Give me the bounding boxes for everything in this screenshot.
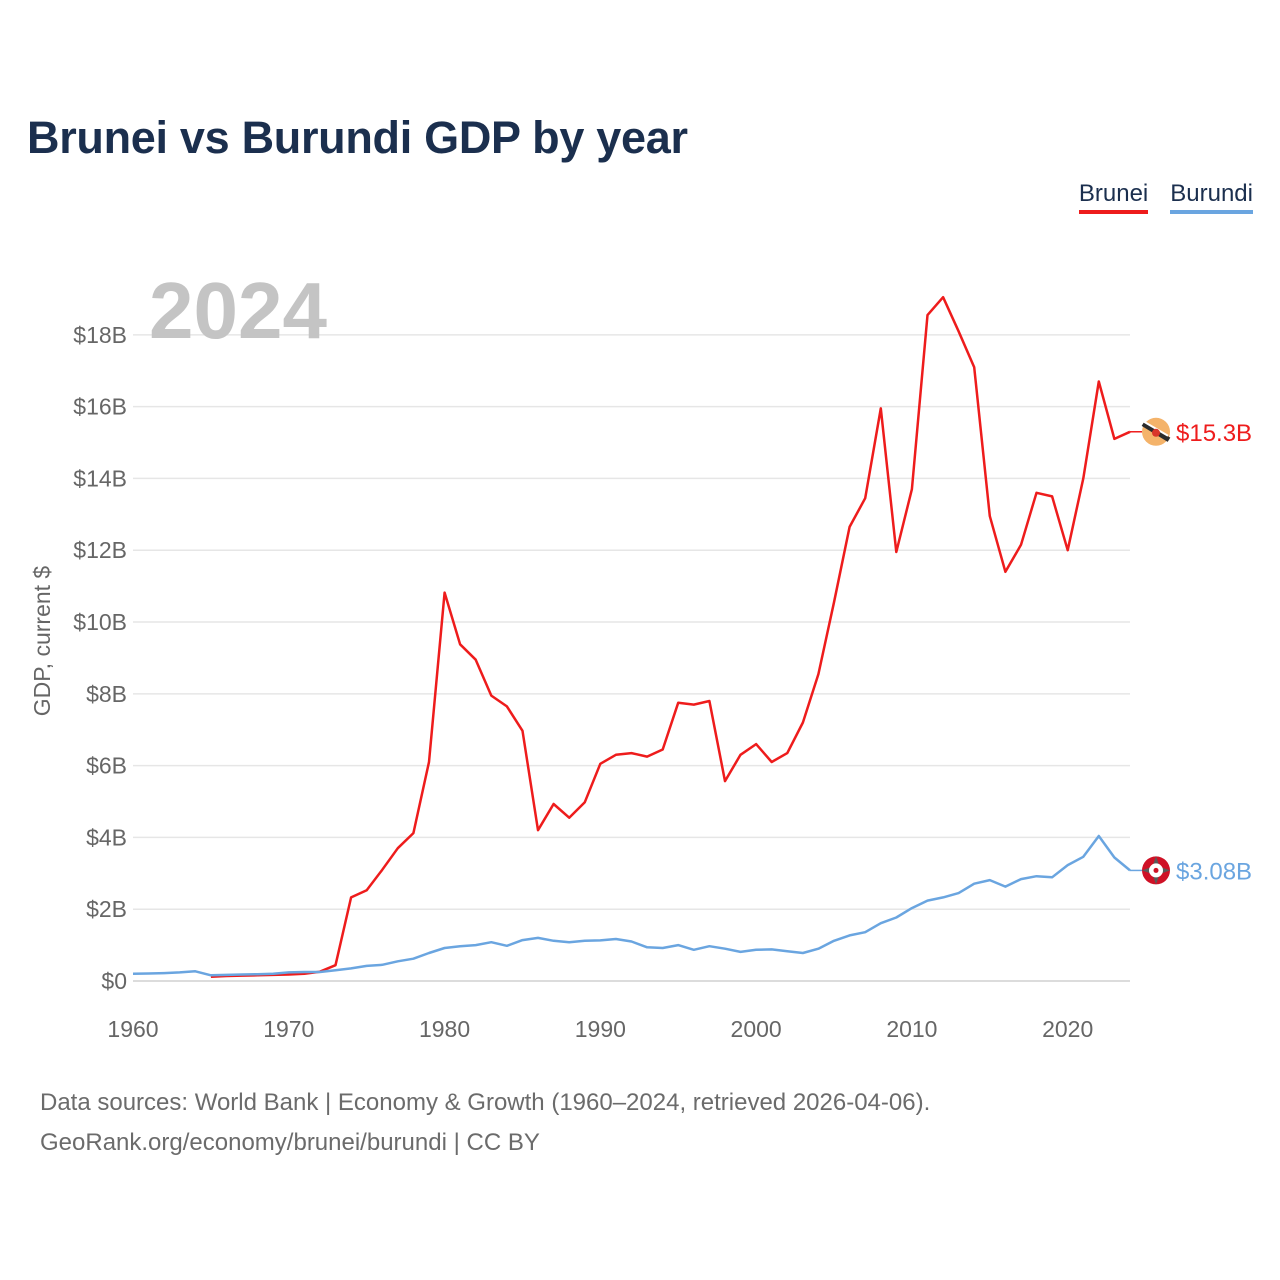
x-tick-label: 2000 [731, 1016, 782, 1042]
burundi-flag-star [1153, 867, 1159, 873]
grid-lines [133, 334, 1130, 982]
attribution-link[interactable]: GeoRank.org/economy/brunei/burundi | CC … [40, 1129, 540, 1156]
y-tick-label: $12B [73, 537, 127, 563]
y-tick-label: $0 [101, 968, 127, 994]
axes: $0 $2B $4B $6B $8B $10B $12B $14B $16B $18B 1960 19… [29, 322, 1093, 1042]
legend-item-brunei[interactable]: Brunei [1078, 180, 1149, 214]
year-watermark: 2024 [149, 266, 327, 355]
x-tick-label: 2020 [1042, 1016, 1093, 1042]
x-tick-label: 2010 [886, 1016, 937, 1042]
legend: Brunei Burundi [1078, 180, 1253, 214]
y-tick-label: $16B [73, 394, 127, 420]
footer: Data sources: World Bank | Economy & Gro… [40, 1083, 930, 1163]
brunei-flag-emblem [1152, 428, 1160, 437]
chart-title: Brunei vs Burundi GDP by year [27, 112, 688, 163]
y-tick-label: $8B [86, 681, 127, 707]
y-tick-label: $6B [86, 753, 127, 779]
data-sources-text: Data sources: World Bank | Economy & Gro… [40, 1089, 931, 1116]
x-tick-label: 1960 [107, 1016, 158, 1042]
y-tick-label: $2B [86, 896, 127, 922]
y-tick-label: $14B [73, 465, 127, 491]
end-value-label: $3.08B [1176, 858, 1252, 885]
series-line-burundi [132, 834, 1131, 977]
y-axis-title: GDP, current $ [29, 566, 55, 717]
end-markers: $15.3B $3.08B [1130, 417, 1252, 885]
x-tick-label: 1990 [575, 1016, 626, 1042]
x-tick-label: 1970 [263, 1016, 314, 1042]
legend-item-burundi[interactable]: Burundi [1170, 180, 1253, 214]
y-tick-label: $18B [73, 322, 127, 348]
end-value-label: $15.3B [1176, 420, 1252, 447]
y-tick-label: $10B [73, 609, 127, 635]
y-tick-label: $4B [86, 824, 127, 850]
series-line-brunei [210, 295, 1131, 978]
x-tick-label: 1980 [419, 1016, 470, 1042]
series-lines [132, 295, 1131, 978]
